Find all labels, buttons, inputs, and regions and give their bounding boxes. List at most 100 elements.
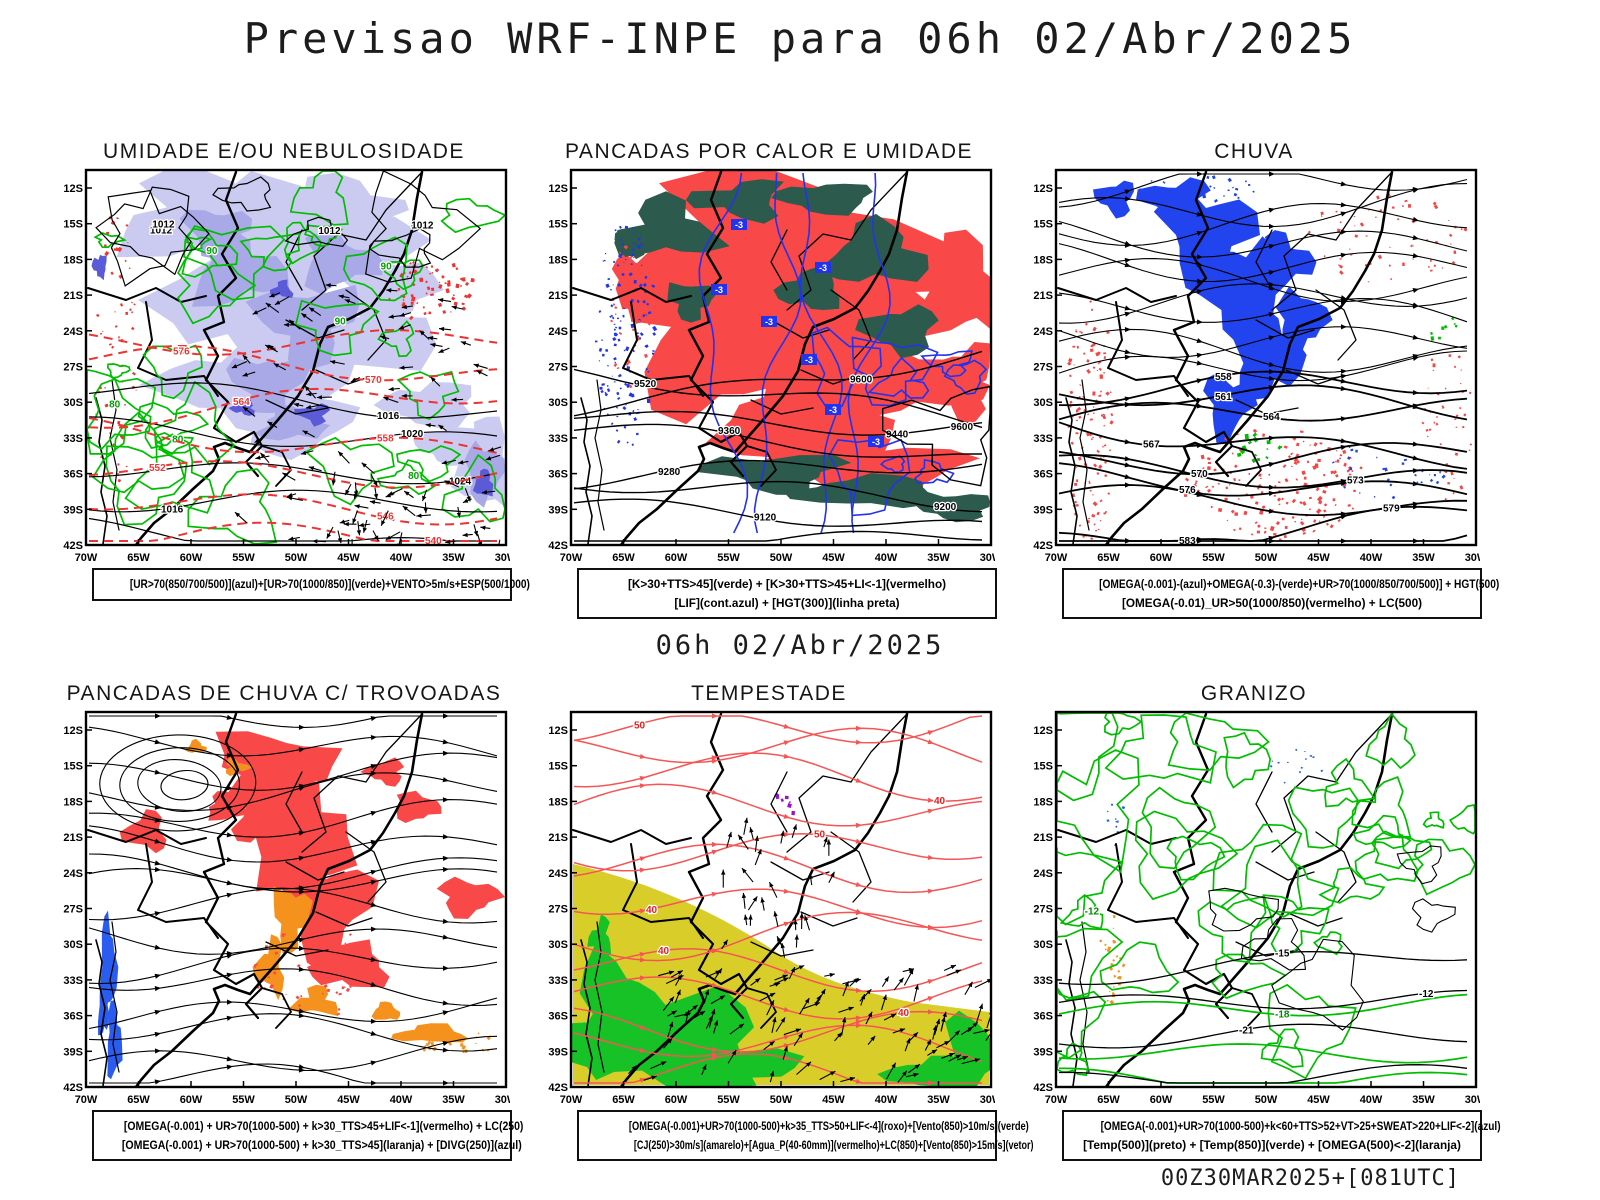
- svg-text:27S: 27S: [548, 362, 568, 374]
- svg-text:12S: 12S: [1033, 725, 1053, 737]
- svg-text:40W: 40W: [875, 552, 898, 564]
- svg-text:583: 583: [1179, 536, 1196, 547]
- panel-title: PANCADAS DE CHUVA C/ TROVOADAS: [66, 682, 502, 705]
- svg-text:27S: 27S: [1033, 362, 1053, 374]
- svg-text:35W: 35W: [927, 552, 950, 564]
- svg-text:564: 564: [1263, 412, 1280, 423]
- svg-text:27S: 27S: [548, 904, 568, 916]
- svg-text:36S: 36S: [63, 469, 83, 481]
- svg-text:40W: 40W: [390, 1094, 413, 1106]
- svg-text:-12: -12: [1419, 989, 1434, 1000]
- svg-text:50W: 50W: [285, 552, 308, 564]
- svg-text:40W: 40W: [390, 552, 413, 564]
- svg-text:9280: 9280: [658, 467, 681, 478]
- svg-text:18S: 18S: [63, 254, 83, 266]
- svg-text:558: 558: [1215, 372, 1232, 383]
- svg-text:-3: -3: [765, 317, 773, 327]
- svg-text:42S: 42S: [1033, 540, 1053, 552]
- svg-text:-3: -3: [735, 220, 743, 230]
- svg-text:21S: 21S: [548, 290, 568, 302]
- svg-text:579: 579: [1383, 504, 1400, 515]
- svg-text:576: 576: [173, 346, 190, 357]
- svg-text:40: 40: [646, 905, 658, 916]
- svg-text:42S: 42S: [63, 1082, 83, 1094]
- svg-text:21S: 21S: [1033, 832, 1053, 844]
- map-granizo: -12 -18 -15 -12 -21 70W 65W 60W 55W 50W 45W 40W 35W 3…: [1028, 710, 1480, 1112]
- svg-text:65W: 65W: [127, 552, 150, 564]
- svg-text:80: 80: [109, 400, 121, 411]
- svg-text:55W: 55W: [1202, 1094, 1225, 1106]
- svg-text:35W: 35W: [927, 1094, 950, 1106]
- svg-text:15S: 15S: [63, 219, 83, 231]
- svg-text:-3: -3: [829, 405, 837, 415]
- svg-text:21S: 21S: [63, 290, 83, 302]
- panel-title: TEMPESTADE: [691, 682, 847, 705]
- svg-text:60W: 60W: [1150, 1094, 1173, 1106]
- svg-text:-12: -12: [1085, 907, 1100, 918]
- svg-text:70W: 70W: [560, 552, 583, 564]
- svg-text:18S: 18S: [63, 796, 83, 808]
- panel-pancadas-calor: PANCADAS POR CALOR E UMIDADE 9600 9520 944…: [543, 140, 1013, 570]
- svg-text:35W: 35W: [1412, 552, 1435, 564]
- svg-text:9600: 9600: [951, 422, 974, 433]
- svg-text:30S: 30S: [548, 397, 568, 409]
- svg-text:35W: 35W: [442, 1094, 465, 1106]
- svg-text:50W: 50W: [1255, 552, 1278, 564]
- svg-text:570: 570: [365, 375, 382, 386]
- svg-text:1016: 1016: [377, 411, 400, 422]
- svg-text:30S: 30S: [1033, 939, 1053, 951]
- svg-text:35W: 35W: [1412, 1094, 1435, 1106]
- panel-trovoadas: PANCADAS DE CHUVA C/ TROVOADAS 70W 65W 60W…: [58, 682, 528, 1112]
- svg-text:39S: 39S: [63, 504, 83, 516]
- caption-line: [OMEGA(-0.001) + UR>70(1000-500) + k>30_…: [123, 1119, 524, 1133]
- svg-text:65W: 65W: [612, 1094, 635, 1106]
- svg-text:45W: 45W: [822, 1094, 845, 1106]
- svg-text:21S: 21S: [1033, 290, 1053, 302]
- svg-text:65W: 65W: [1097, 552, 1120, 564]
- svg-text:42S: 42S: [1033, 1082, 1053, 1094]
- svg-text:15S: 15S: [1033, 761, 1053, 773]
- svg-text:33S: 33S: [1033, 433, 1053, 445]
- svg-text:30W: 30W: [495, 1094, 510, 1106]
- svg-text:9200: 9200: [934, 502, 957, 513]
- svg-text:-15: -15: [1275, 948, 1290, 959]
- svg-text:24S: 24S: [1033, 868, 1053, 880]
- svg-text:40W: 40W: [875, 1094, 898, 1106]
- caption-granizo: [OMEGA(-0.001)+UR>70(1000-500)+k<60+TTS>…: [1062, 1110, 1501, 1162]
- svg-text:12S: 12S: [548, 183, 568, 195]
- caption-line: [OMEGA(-0.01)_UR>50(1000/850)(vermelho) …: [1121, 595, 1423, 610]
- svg-text:9520: 9520: [634, 379, 657, 390]
- svg-text:36S: 36S: [1033, 469, 1053, 481]
- valid-time-label: 06h 02/Abr/2025: [655, 630, 945, 661]
- page-title: Previsao WRF-INPE para 06h 02/Abr/2025: [243, 14, 1357, 63]
- panel-title: PANCADAS POR CALOR E UMIDADE: [564, 140, 973, 163]
- svg-text:50W: 50W: [1255, 1094, 1278, 1106]
- caption-line: [UR>70(850/700/500)](azul)+[UR>70(1000/8…: [129, 577, 530, 591]
- svg-text:558: 558: [377, 433, 394, 444]
- svg-text:15S: 15S: [548, 219, 568, 231]
- caption-line: [Temp(500)](preto) + [Temp(850)](verde) …: [1083, 1137, 1461, 1152]
- svg-text:1012: 1012: [411, 221, 434, 232]
- svg-text:39S: 39S: [548, 504, 568, 516]
- panel-umidade: UMIDADE E/OU NEBULOSIDADE 80 90 90 80 90 80 10…: [58, 140, 528, 570]
- svg-text:50: 50: [814, 829, 826, 840]
- svg-text:42S: 42S: [548, 1082, 568, 1094]
- svg-text:36S: 36S: [548, 469, 568, 481]
- svg-text:80: 80: [408, 471, 420, 482]
- svg-text:9600: 9600: [850, 374, 873, 385]
- svg-text:-3: -3: [805, 355, 813, 365]
- svg-text:36S: 36S: [548, 1011, 568, 1023]
- svg-text:18S: 18S: [1033, 796, 1053, 808]
- svg-text:27S: 27S: [63, 904, 83, 916]
- svg-text:-3: -3: [715, 285, 723, 295]
- svg-text:55W: 55W: [232, 1094, 255, 1106]
- svg-text:39S: 39S: [1033, 504, 1053, 516]
- svg-text:55W: 55W: [717, 1094, 740, 1106]
- svg-text:33S: 33S: [63, 433, 83, 445]
- svg-text:27S: 27S: [1033, 904, 1053, 916]
- svg-text:24S: 24S: [63, 326, 83, 338]
- svg-text:55W: 55W: [717, 552, 740, 564]
- caption-tempestade: [OMEGA(-0.001)+UR>70(1000-500)+k>35_TTS>…: [577, 1110, 1034, 1162]
